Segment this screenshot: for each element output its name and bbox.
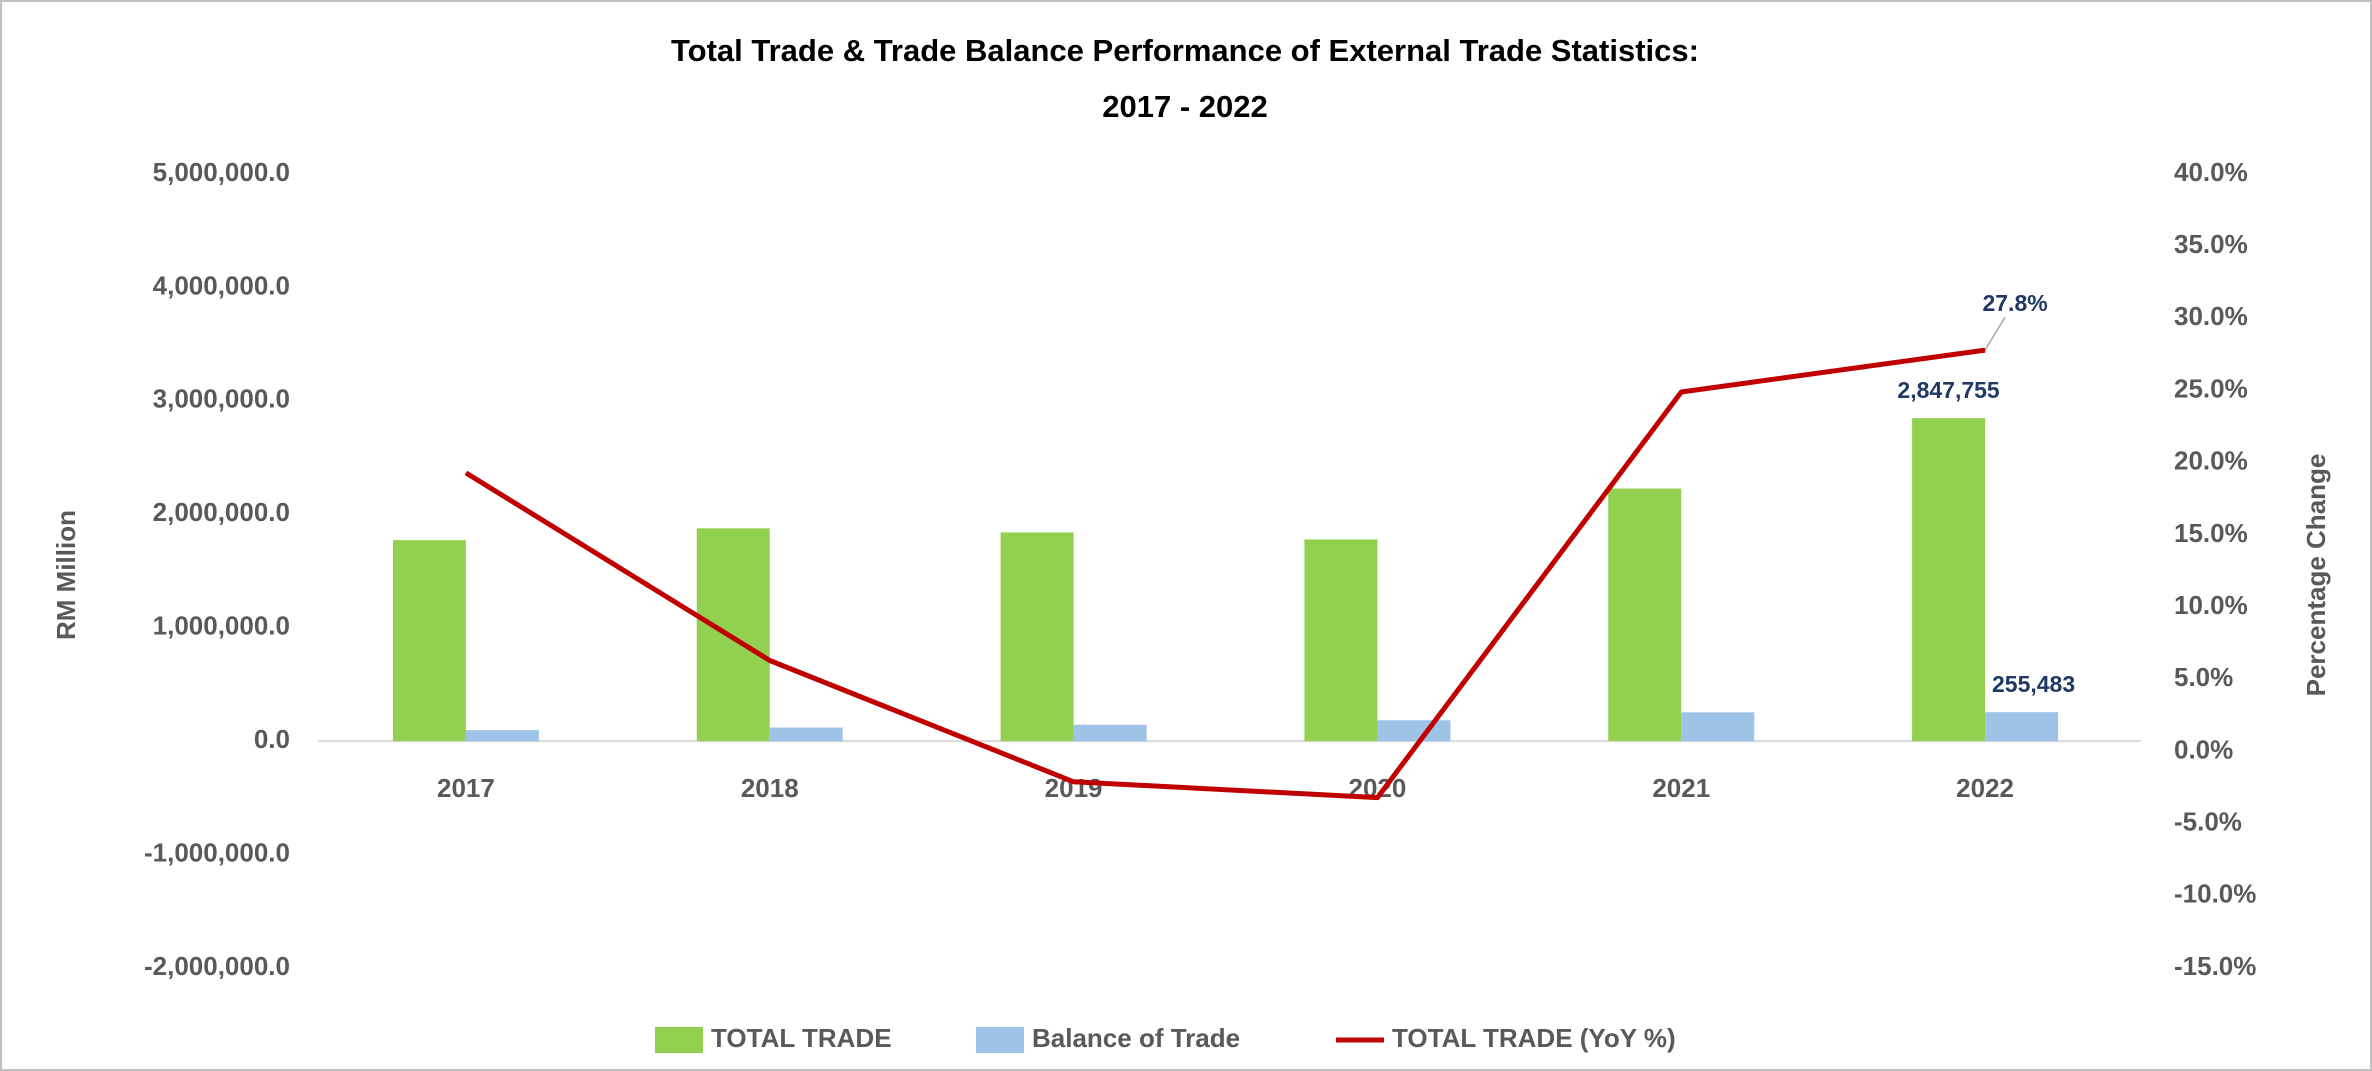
legend-swatch	[976, 1027, 1024, 1053]
y-tick-label: 5,000,000.0	[153, 157, 290, 187]
y2-tick-label: -5.0%	[2174, 807, 2242, 837]
x-tick-label: 2018	[741, 773, 799, 803]
y-tick-label: 0.0	[254, 724, 290, 754]
legend-label: TOTAL TRADE (YoY %)	[1392, 1023, 1676, 1053]
chart-title: Total Trade & Trade Balance Performance …	[671, 33, 1699, 68]
bar	[1912, 418, 1986, 742]
data-label: 27.8%	[1982, 290, 2047, 316]
y-tick-label: 2,000,000.0	[153, 497, 290, 527]
x-tick-label: 2017	[437, 773, 495, 803]
y-tick-label: 1,000,000.0	[153, 611, 290, 641]
y2-tick-label: 25.0%	[2174, 373, 2248, 403]
legend-label: TOTAL TRADE	[711, 1023, 892, 1053]
bar	[1985, 712, 2059, 742]
x-tick-label: 2021	[1652, 773, 1710, 803]
y2-axis-title: Percentage Change	[2301, 454, 2331, 697]
bar	[769, 727, 843, 742]
data-label: 255,483	[1992, 671, 2075, 697]
data-label: 2,847,755	[1897, 377, 2000, 403]
y2-tick-label: -15.0%	[2174, 951, 2256, 981]
y2-tick-label: 30.0%	[2174, 301, 2248, 331]
y2-tick-label: 10.0%	[2174, 590, 2248, 620]
y-axis-title: RM Million	[51, 510, 81, 640]
chart-title: 2017 - 2022	[1102, 89, 1267, 124]
y2-tick-label: -10.0%	[2174, 879, 2256, 909]
x-tick-label: 2019	[1045, 773, 1103, 803]
y2-tick-label: 20.0%	[2174, 446, 2248, 476]
bar	[1681, 712, 1755, 742]
legend-swatch	[655, 1027, 703, 1053]
y-tick-label: 4,000,000.0	[153, 270, 290, 300]
bar	[465, 730, 539, 742]
y2-tick-label: 5.0%	[2174, 662, 2233, 692]
bar	[1000, 532, 1074, 742]
bar	[1377, 720, 1451, 742]
leader-line	[1984, 316, 2006, 351]
y2-tick-label: 35.0%	[2174, 229, 2248, 259]
legend-label: Balance of Trade	[1032, 1023, 1240, 1053]
y-tick-label: -1,000,000.0	[144, 837, 290, 867]
bar	[1073, 724, 1147, 742]
y2-tick-label: 15.0%	[2174, 518, 2248, 548]
line	[464, 347, 1986, 801]
bar	[696, 528, 770, 742]
y2-tick-label: 0.0%	[2174, 734, 2233, 764]
bar	[1304, 539, 1378, 742]
y-tick-label: -2,000,000.0	[144, 951, 290, 981]
bar	[392, 540, 466, 742]
y2-tick-label: 40.0%	[2174, 157, 2248, 187]
x-tick-label: 2022	[1956, 773, 2014, 803]
y-tick-label: 3,000,000.0	[153, 384, 290, 414]
bar	[1608, 488, 1682, 742]
